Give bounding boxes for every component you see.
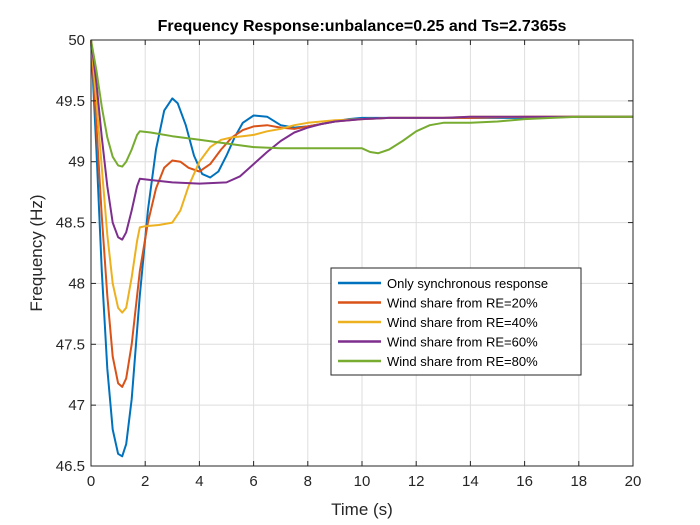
x-tick-label: 0: [87, 473, 95, 490]
y-tick-label: 50: [68, 32, 85, 49]
chart-title: Frequency Response:unbalance=0.25 and Ts…: [158, 18, 567, 35]
x-tick-label: 10: [354, 473, 371, 490]
series-lines: [90, 39, 633, 458]
series-line: [90, 39, 633, 168]
legend-entry-label: Wind share from RE=20%: [387, 296, 538, 311]
axis-ticks: 0 2 4 6 8 10 12 14 16 18 20 46.5 47 47.5 48 48.5 49 49.5 5…: [56, 32, 642, 490]
x-tick-label: 14: [462, 473, 479, 490]
legend-entry-label: Wind share from RE=40%: [387, 315, 538, 330]
x-tick-label: 2: [141, 473, 149, 490]
legend-entry-label: Wind share from RE=80%: [387, 354, 538, 369]
legend-entry-label: Wind share from RE=60%: [387, 335, 538, 350]
series-line: [90, 39, 633, 241]
y-axis-label: Frequency (Hz): [27, 194, 46, 311]
x-tick-label: 6: [249, 473, 257, 490]
x-tick-label: 8: [304, 473, 312, 490]
x-tick-label: 18: [570, 473, 587, 490]
legend-entry-label: Only synchronous response: [387, 276, 548, 291]
x-tick-label: 16: [516, 473, 533, 490]
y-tick-label: 48: [68, 275, 85, 292]
legend: Only synchronous response Wind share from…: [330, 267, 582, 376]
y-tick-label: 49.5: [56, 93, 85, 110]
x-axis-label: Time (s): [331, 500, 393, 519]
y-tick-label: 48.5: [56, 215, 85, 232]
x-tick-label: 4: [195, 473, 203, 490]
y-tick-label: 47.5: [56, 336, 85, 353]
y-tick-label: 47: [68, 397, 85, 414]
x-tick-label: 12: [408, 473, 425, 490]
y-tick-label: 49: [68, 154, 85, 171]
y-tick-label: 46.5: [56, 458, 85, 475]
x-tick-label: 20: [625, 473, 642, 490]
